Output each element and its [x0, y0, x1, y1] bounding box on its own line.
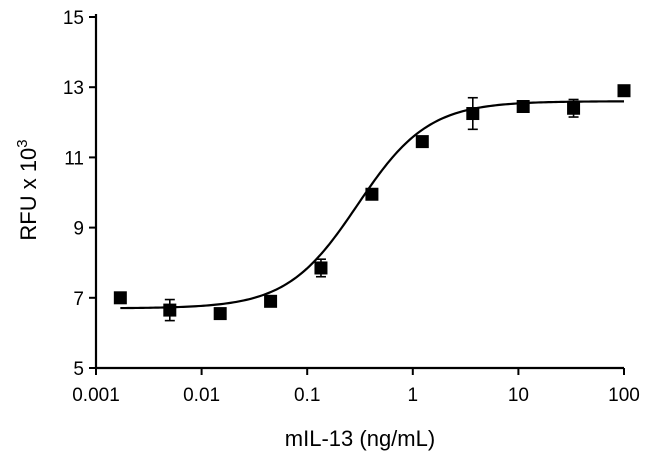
data-point — [163, 303, 177, 317]
data-point — [617, 84, 631, 98]
y-tick-label: 9 — [73, 219, 84, 240]
data-point — [567, 101, 581, 115]
x-tick-label: 0.01 — [183, 385, 220, 406]
data-point — [415, 135, 429, 149]
x-tick-label: 100 — [608, 385, 640, 406]
x-axis-ticks: 0.001 0.01 0.1 1 10 100 — [72, 368, 640, 406]
fit-curve — [120, 100, 625, 310]
y-axis-title: RFU x 103 — [14, 139, 41, 240]
data-points — [113, 84, 631, 322]
y-axis-title-base: RFU x 10 — [16, 148, 41, 241]
x-axis-title: mIL-13 (ng/mL) — [285, 426, 435, 451]
y-tick-label: 7 — [73, 289, 84, 310]
y-axis-ticks: 5 7 9 11 13 15 — [63, 8, 96, 380]
data-point — [466, 107, 480, 121]
y-tick-label: 13 — [63, 78, 84, 99]
x-tick-label: 1 — [408, 385, 419, 406]
y-tick-label: 5 — [73, 359, 84, 380]
y-tick-label: 11 — [64, 148, 84, 169]
data-point — [213, 307, 227, 321]
data-point — [314, 261, 328, 275]
x-tick-label: 0.1 — [294, 385, 320, 406]
x-tick-label: 0.001 — [72, 385, 120, 406]
data-point — [264, 294, 278, 308]
x-tick-label: 10 — [508, 385, 529, 406]
y-axis-title-exponent: 3 — [14, 139, 31, 147]
y-tick-label: 15 — [63, 8, 84, 29]
data-point — [113, 291, 127, 305]
data-point — [516, 100, 530, 114]
data-point — [365, 187, 379, 201]
